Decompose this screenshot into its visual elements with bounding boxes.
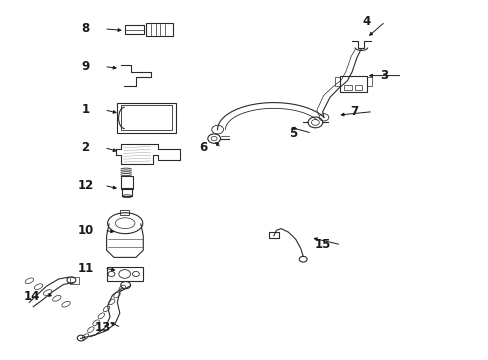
Text: 8: 8 xyxy=(81,22,89,35)
Text: 5: 5 xyxy=(289,127,297,140)
Text: 11: 11 xyxy=(77,262,94,275)
Text: 12: 12 xyxy=(77,179,94,192)
Text: 3: 3 xyxy=(379,69,387,82)
Text: 13: 13 xyxy=(94,321,111,334)
Text: 9: 9 xyxy=(81,60,89,73)
Text: 10: 10 xyxy=(77,224,94,237)
Text: 14: 14 xyxy=(23,291,40,303)
Text: 6: 6 xyxy=(199,141,206,154)
Text: 4: 4 xyxy=(362,15,370,28)
Text: 7: 7 xyxy=(350,105,358,118)
Text: 2: 2 xyxy=(81,141,89,154)
Text: 1: 1 xyxy=(81,103,89,116)
Text: 15: 15 xyxy=(314,238,330,251)
